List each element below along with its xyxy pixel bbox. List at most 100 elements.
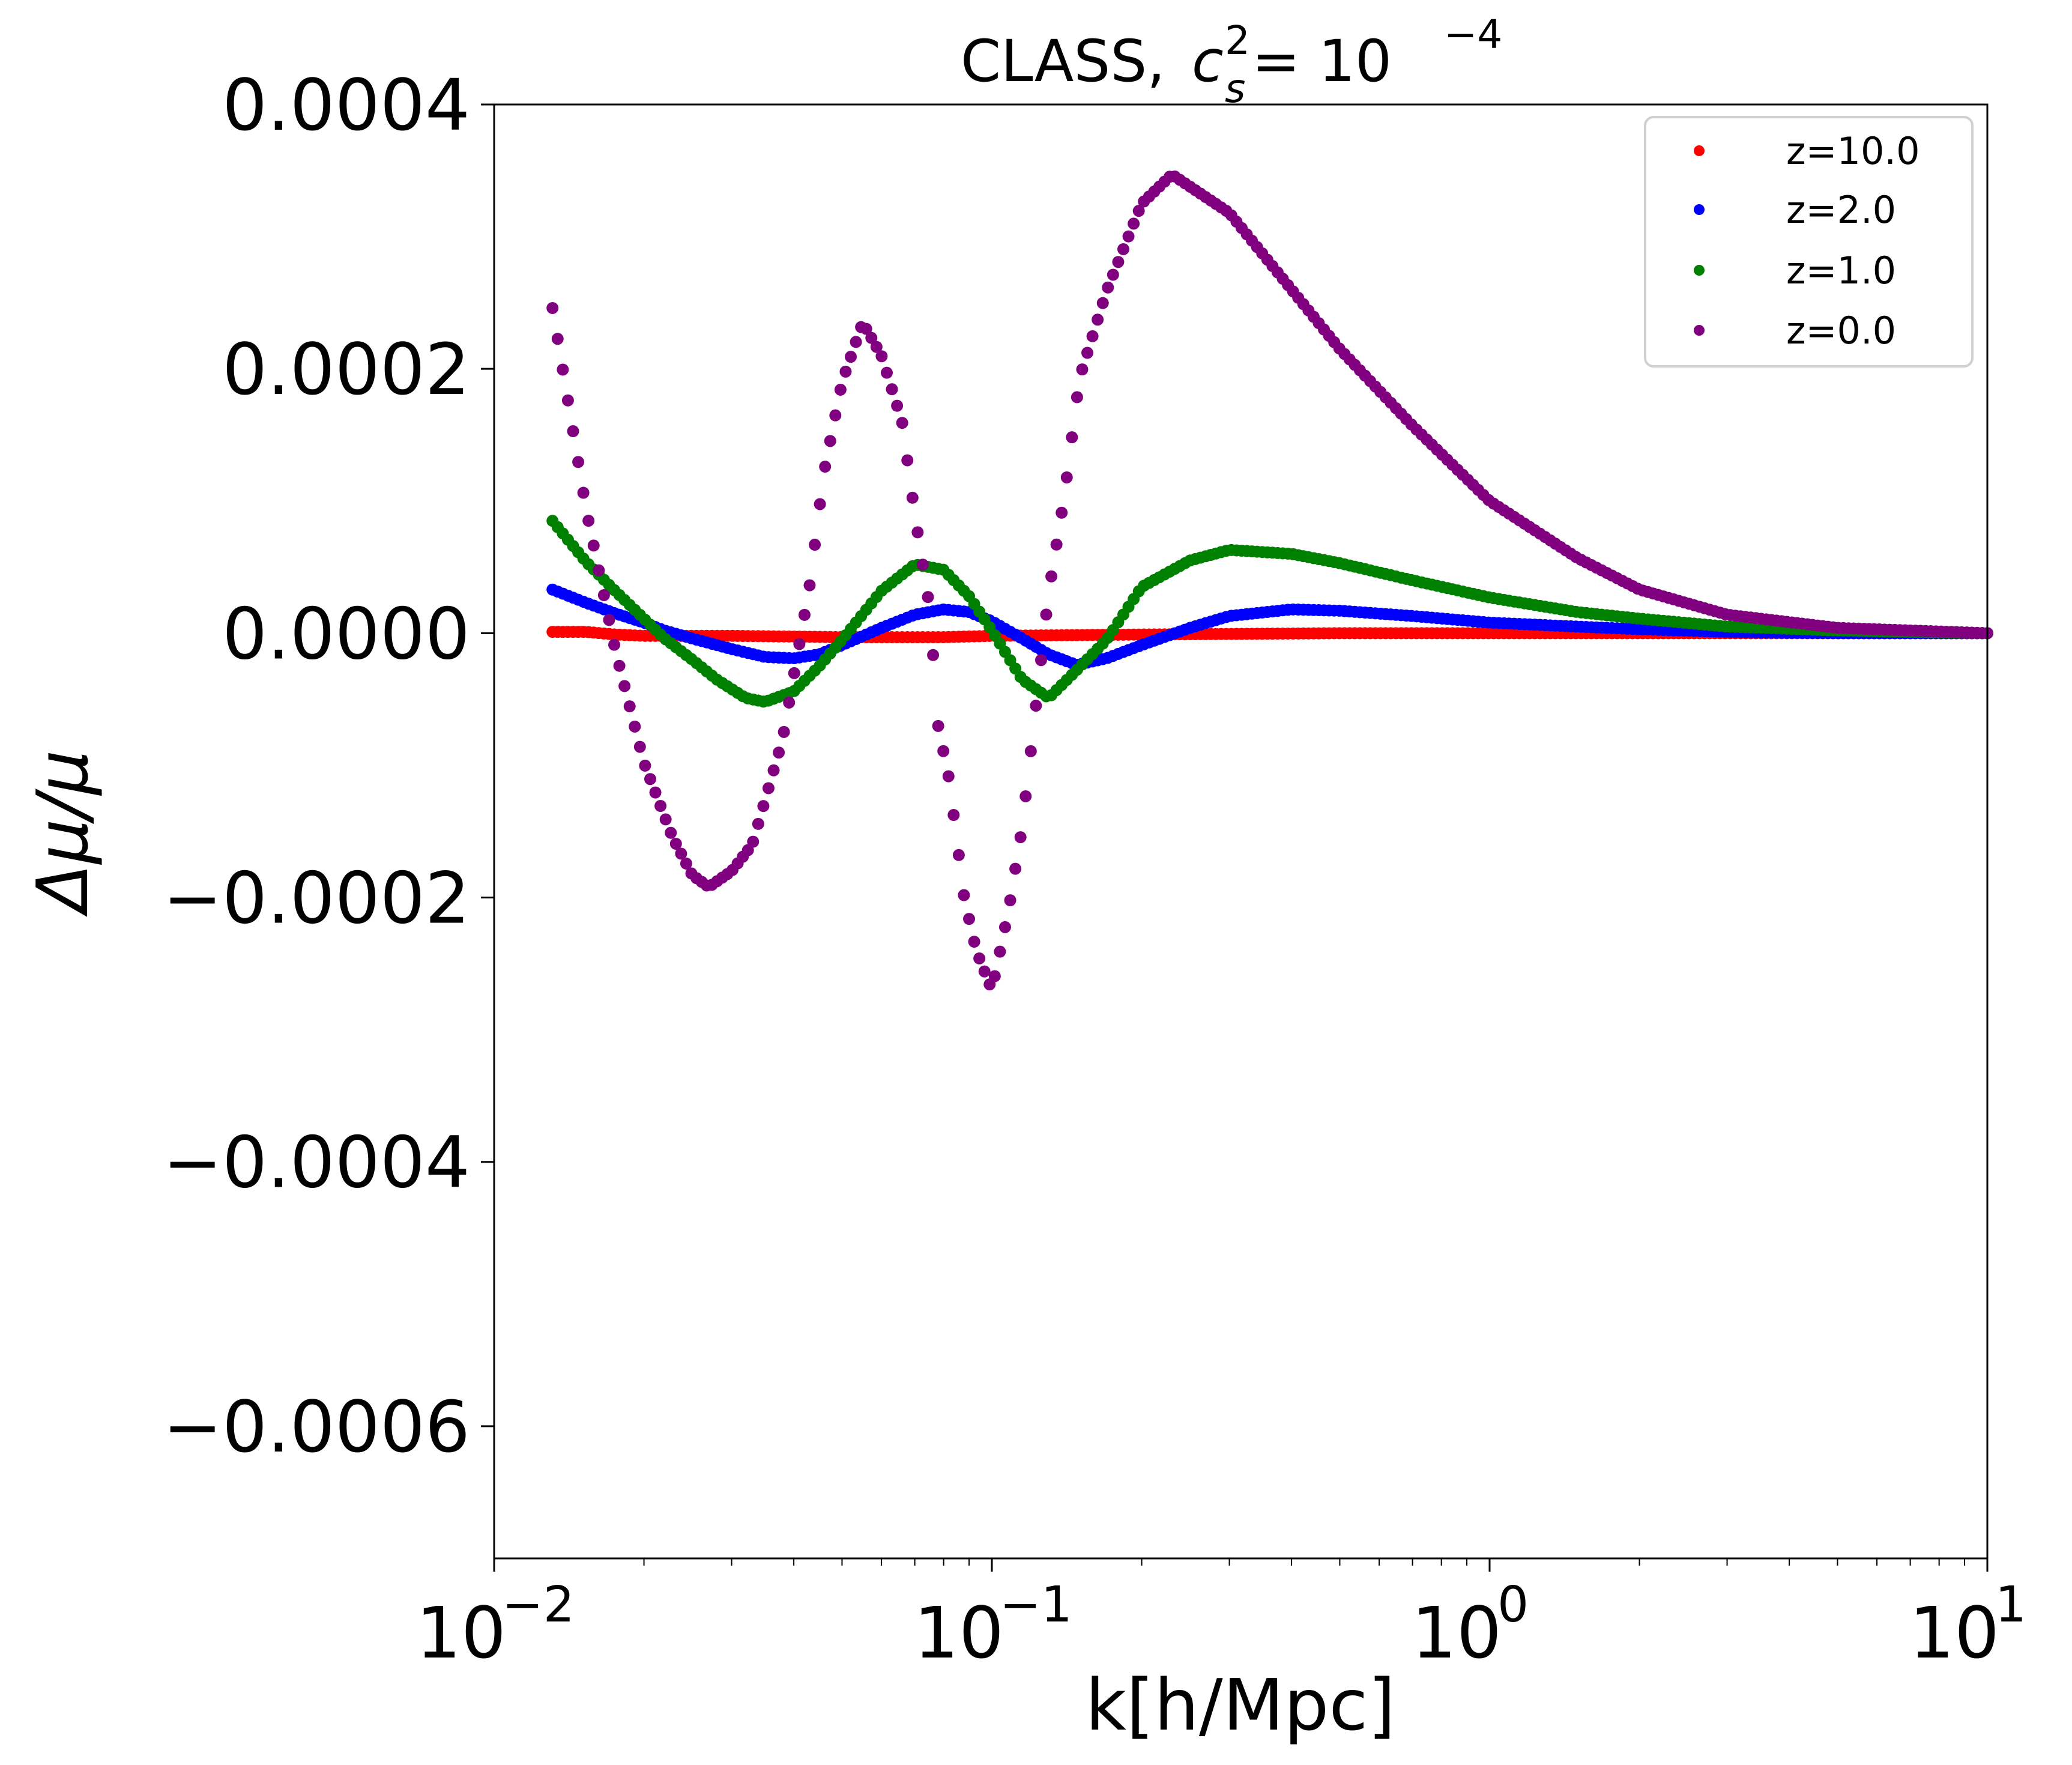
- chart-title: CLASS, c s 2 = 10 −4: [961, 11, 1502, 112]
- data-point: [793, 638, 806, 650]
- legend-label-z10: z=10.0: [1786, 129, 1920, 173]
- data-point: [1071, 391, 1083, 404]
- data-point: [814, 498, 826, 510]
- data-point: [593, 564, 605, 577]
- data-point: [654, 800, 667, 813]
- x-axis: 10−2 10−1 100 101: [416, 1558, 2026, 1674]
- data-point: [994, 945, 1006, 958]
- data-point: [860, 322, 872, 335]
- data-point: [1004, 894, 1016, 907]
- data-point: [669, 837, 682, 850]
- data-point: [1122, 230, 1135, 243]
- data-point: [1009, 862, 1022, 875]
- data-point: [608, 638, 621, 651]
- plot-area: [493, 103, 1993, 1560]
- data-point: [1066, 431, 1078, 444]
- chart-title-symbol: c: [1192, 28, 1224, 95]
- data-point: [778, 725, 790, 738]
- data-point: [850, 336, 862, 348]
- y-tick-label: −0.0002: [163, 857, 470, 940]
- data-point: [809, 539, 821, 551]
- data-point: [896, 417, 908, 429]
- x-tick-label-base: 10: [914, 1591, 1004, 1674]
- data-point: [1081, 347, 1094, 359]
- x-axis-label: k[h/Mpc]: [1086, 1664, 1396, 1746]
- data-point: [675, 847, 687, 860]
- x-tick-label-exponent: −1: [1000, 1576, 1072, 1633]
- data-point: [973, 952, 986, 964]
- data-point: [557, 363, 569, 376]
- series-z=0.0: [546, 170, 1993, 991]
- data-point: [629, 720, 641, 733]
- x-tick-label-exponent: −2: [502, 1576, 575, 1633]
- data-point: [644, 773, 656, 786]
- legend-marker-z2: [1694, 204, 1705, 215]
- data-point: [942, 770, 955, 783]
- data-point: [762, 782, 775, 795]
- data-point: [1030, 700, 1042, 712]
- x-tick-label-base: 10: [416, 1591, 506, 1674]
- data-point: [963, 913, 976, 925]
- y-tick-label: 0.0004: [222, 64, 470, 147]
- data-point: [1076, 363, 1089, 376]
- data-point: [1112, 256, 1125, 268]
- data-point: [613, 659, 626, 672]
- data-point: [870, 341, 883, 353]
- data-point: [988, 970, 1001, 982]
- legend-marker-z0: [1694, 325, 1705, 336]
- y-axis-label: Δμ/μ: [21, 750, 104, 918]
- data-point: [865, 332, 878, 344]
- data-point: [633, 740, 646, 753]
- legend-label-z2: z=2.0: [1786, 188, 1896, 232]
- data-point: [659, 813, 672, 826]
- data-point: [875, 350, 888, 363]
- y-tick-label: 0.0000: [222, 592, 470, 675]
- x-tick-label-exponent: 1: [1995, 1576, 2026, 1633]
- data-point: [783, 696, 796, 709]
- data-point: [1060, 471, 1073, 483]
- chart-title-superscript: 2: [1225, 17, 1250, 64]
- y-tick-label: −0.0004: [163, 1121, 470, 1204]
- y-tick-label: 0.0002: [222, 328, 470, 411]
- data-point: [1128, 217, 1140, 230]
- legend-marker-z10: [1694, 145, 1705, 156]
- data-point: [649, 786, 662, 799]
- data-point: [567, 425, 579, 438]
- data-point: [551, 333, 564, 345]
- data-point: [829, 409, 842, 422]
- data-point: [1096, 297, 1109, 309]
- data-point: [1086, 330, 1099, 342]
- data-point: [1045, 570, 1058, 583]
- data-point: [819, 461, 832, 473]
- data-point: [1092, 313, 1104, 326]
- data-point: [916, 559, 929, 571]
- legend-label-z0: z=0.0: [1786, 309, 1896, 353]
- data-point: [1040, 608, 1053, 621]
- legend-label-z1: z=1.0: [1786, 249, 1896, 292]
- data-point: [1132, 205, 1145, 217]
- data-point: [572, 456, 585, 468]
- data-point: [968, 936, 980, 948]
- data-point: [546, 301, 559, 314]
- x-tick-label-exponent: 0: [1497, 1576, 1529, 1633]
- data-point: [1034, 654, 1047, 667]
- data-point: [597, 589, 610, 602]
- chart-title-prefix: CLASS,: [961, 28, 1165, 95]
- y-tick-label: −0.0006: [163, 1385, 470, 1468]
- data-point: [998, 921, 1011, 933]
- x-tick-label-base: 10: [1412, 1591, 1502, 1674]
- data-point: [880, 366, 893, 379]
- data-point: [901, 454, 914, 467]
- data-point: [680, 857, 692, 870]
- legend-marker-z1: [1694, 265, 1705, 276]
- data-point: [834, 383, 847, 396]
- data-point: [1024, 745, 1037, 757]
- data-point: [978, 965, 991, 978]
- data-point: [618, 680, 631, 692]
- data-point: [803, 579, 816, 592]
- y-axis: 0.0004 0.0002 0.0000 −0.0002 −0.0004 −0.0006: [163, 64, 494, 1468]
- data-point: [932, 719, 944, 732]
- data-point: [886, 383, 898, 396]
- legend: z=10.0 z=2.0 z=1.0 z=0.0: [1644, 116, 1974, 368]
- data-point: [603, 614, 615, 626]
